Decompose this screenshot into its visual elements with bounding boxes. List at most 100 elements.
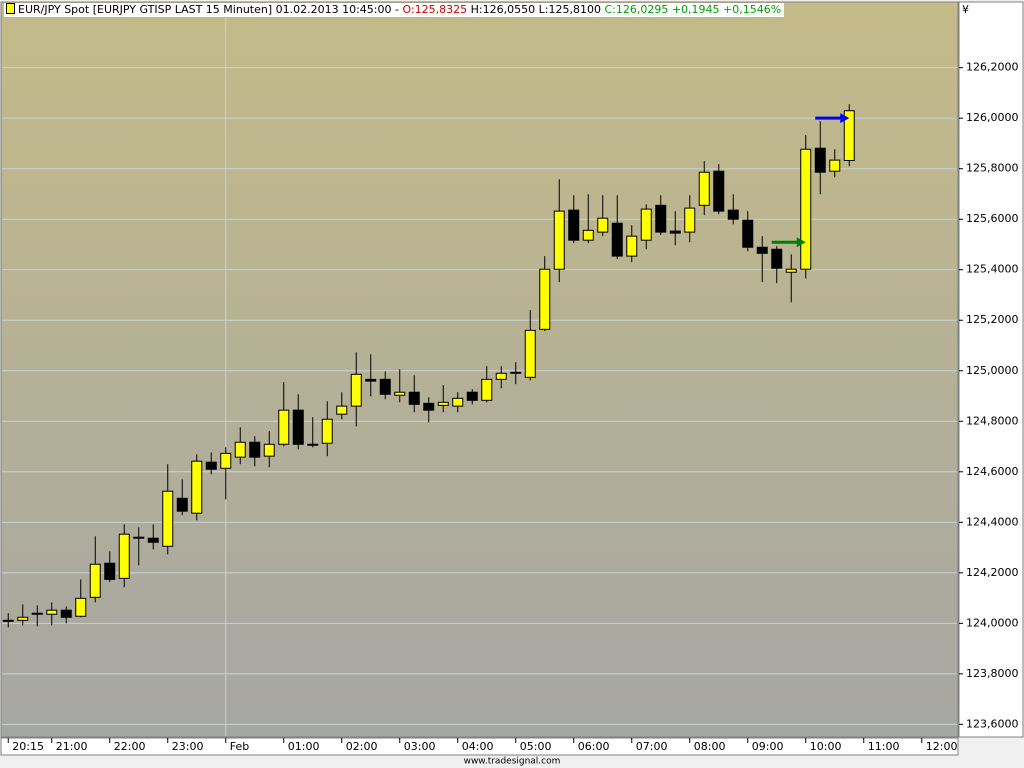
candle-body — [263, 443, 275, 457]
candle-body — [220, 452, 232, 469]
candle-body — [698, 171, 710, 206]
y-tick-label: 125,2000 — [966, 313, 1019, 326]
candle-body — [524, 329, 536, 378]
x-tick-label: 04:00 — [462, 740, 494, 753]
candle-body — [771, 248, 783, 269]
candle-body — [46, 609, 58, 615]
y-tick-label: 124,4000 — [966, 515, 1019, 528]
candle-body — [118, 533, 130, 579]
candle-body — [75, 597, 87, 617]
header-high: H:126,0550 — [470, 3, 536, 16]
candle-body — [597, 217, 609, 233]
candle-body — [611, 222, 623, 257]
candle-body — [481, 378, 493, 401]
x-tick-label: 12:00 — [926, 740, 958, 753]
candle-body — [437, 401, 449, 406]
header-title: EUR/JPY Spot [EURJPY GTISP LAST 15 Minut… — [18, 3, 399, 16]
x-tick-label: 08:00 — [694, 740, 726, 753]
candle-body — [292, 409, 304, 445]
candle-body — [147, 537, 159, 543]
header: EUR/JPY Spot [EURJPY GTISP LAST 15 Minut… — [4, 3, 785, 17]
candle-body — [31, 612, 43, 615]
y-tick-label: 124,6000 — [966, 465, 1019, 478]
candle-body — [756, 246, 768, 254]
y-tick-label: 125,6000 — [966, 212, 1019, 225]
candle-body — [669, 230, 681, 234]
y-tick-label: 124,2000 — [966, 566, 1019, 579]
candle-body — [176, 497, 188, 512]
candle-body — [321, 418, 333, 444]
candle-body — [640, 208, 652, 241]
candle-body — [307, 443, 319, 446]
candle-body — [336, 405, 348, 415]
header-icon — [6, 3, 15, 14]
candle-body — [452, 397, 464, 407]
candle-body — [568, 209, 580, 241]
candle-body — [133, 536, 145, 539]
candle-body — [423, 402, 435, 411]
candle-body — [278, 409, 290, 445]
x-tick-label: 21:00 — [56, 740, 88, 753]
candle-body — [379, 378, 391, 395]
x-tick-label: 01:00 — [288, 740, 320, 753]
candle-body — [713, 170, 725, 212]
candle-body — [510, 371, 522, 374]
header-open: O:125,8325 — [402, 3, 468, 16]
candle-body — [785, 268, 797, 273]
header-low: L:125,8100 — [538, 3, 601, 16]
plot-area — [0, 1, 959, 738]
candle-body — [162, 490, 174, 547]
candle-body — [350, 373, 362, 407]
candle-body — [684, 207, 696, 233]
x-tick-label: 06:00 — [578, 740, 610, 753]
candle-body — [727, 209, 739, 220]
y-tick-label: 125,4000 — [966, 263, 1019, 276]
candle-body — [466, 391, 478, 401]
candle-body — [814, 147, 826, 173]
y-tick-label: 123,8000 — [966, 667, 1019, 680]
candle-body — [2, 619, 14, 622]
x-tick-label: 23:00 — [172, 740, 204, 753]
candle-body — [553, 210, 565, 270]
candle-body — [60, 609, 72, 618]
x-tick-label: 02:00 — [346, 740, 378, 753]
signal-arrow-head — [840, 113, 850, 124]
x-tick-label: 03:00 — [404, 740, 436, 753]
candle-body — [829, 159, 841, 172]
y-tick-label: 125,8000 — [966, 162, 1019, 175]
candle-body — [626, 235, 638, 257]
x-tick-label: 09:00 — [752, 740, 784, 753]
x-axis-area — [0, 737, 959, 756]
candle-body — [539, 268, 551, 330]
candle-body — [582, 229, 594, 241]
y-tick-label: 126,2000 — [966, 61, 1019, 74]
y-tick-label: 124,8000 — [966, 414, 1019, 427]
currency-label: ¥ — [962, 3, 969, 16]
x-tick-label: 05:00 — [520, 740, 552, 753]
candle-body — [365, 378, 377, 382]
footer: www.tradesignal.com — [464, 757, 561, 767]
x-tick-label: 22:00 — [114, 740, 146, 753]
x-tick-label: 10:00 — [810, 740, 842, 753]
signal-arrow-head — [796, 237, 806, 248]
header-close: C:126,0295 +0,1945 +0,1546% — [604, 3, 782, 16]
y-tick-label: 124,0000 — [966, 616, 1019, 629]
candle-body — [205, 461, 217, 470]
x-tick-label: 07:00 — [636, 740, 668, 753]
candle-body — [742, 219, 754, 248]
x-tick-label: Feb — [230, 740, 249, 753]
x-tick-label: 11:00 — [868, 740, 900, 753]
candle-body — [408, 391, 420, 405]
x-tick-label: 20:15 — [12, 740, 44, 753]
y-tick-label: 123,6000 — [966, 717, 1019, 730]
candle-body — [104, 562, 116, 580]
candle-body — [191, 460, 203, 514]
y-tick-label: 126,0000 — [966, 111, 1019, 124]
y-axis-area — [958, 1, 1024, 738]
candle-body — [234, 441, 246, 458]
candle-body — [843, 110, 855, 161]
candle-body — [800, 148, 812, 270]
candle-body — [394, 391, 406, 396]
